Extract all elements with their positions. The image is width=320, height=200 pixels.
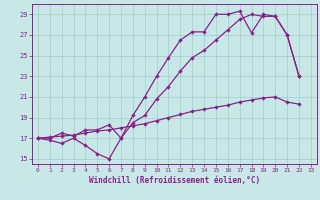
X-axis label: Windchill (Refroidissement éolien,°C): Windchill (Refroidissement éolien,°C) — [89, 176, 260, 185]
